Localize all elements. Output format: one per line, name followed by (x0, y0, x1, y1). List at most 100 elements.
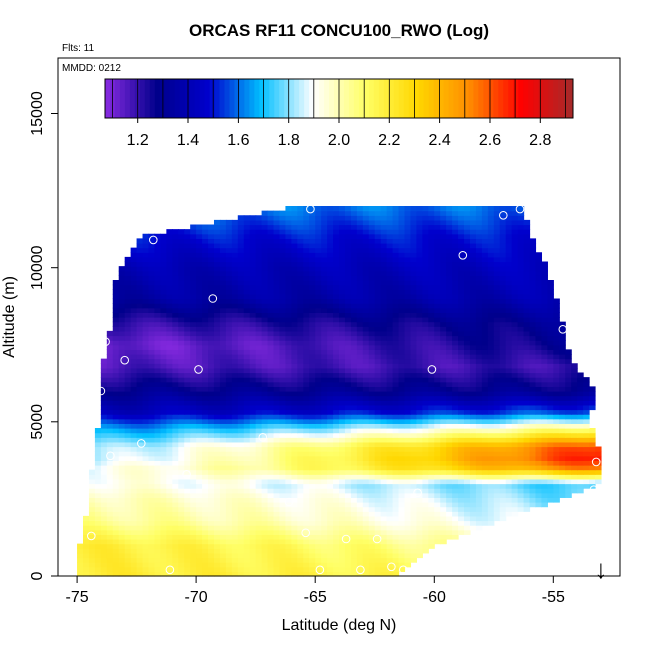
heatmap-cell (398, 317, 406, 323)
heatmap-cell (386, 275, 394, 281)
heatmap-cell (327, 354, 334, 360)
heatmap-cell (541, 423, 548, 429)
heatmap-cell (219, 548, 227, 554)
heatmap-cell (410, 284, 417, 290)
heatmap-cell (315, 270, 322, 276)
heatmap-cell (416, 404, 423, 411)
heatmap-cell (178, 409, 185, 415)
heatmap-cell (416, 321, 423, 327)
heatmap-cell (434, 497, 441, 503)
heatmap-cell (225, 307, 233, 313)
heatmap-cell (327, 386, 334, 392)
heatmap-cell (231, 529, 239, 535)
heatmap-cell (303, 552, 310, 559)
heatmap-cell (589, 474, 596, 480)
heatmap-cell (356, 548, 364, 554)
heatmap-cell (297, 428, 304, 434)
heatmap-cell (464, 437, 471, 443)
heatmap-cell (255, 321, 263, 327)
heatmap-cell (416, 432, 423, 438)
heatmap-cell (315, 340, 322, 346)
heatmap-cell (285, 312, 292, 318)
heatmap-cell (273, 548, 281, 554)
heatmap-cell (571, 437, 578, 443)
heatmap-cell (112, 520, 120, 526)
heatmap-cell (237, 400, 245, 406)
heatmap-cell (309, 552, 316, 559)
heatmap-cell (547, 377, 554, 383)
heatmap-cell (315, 367, 322, 374)
heatmap-cell (529, 372, 537, 378)
heatmap-cell (225, 280, 233, 286)
heatmap-cell (487, 335, 495, 341)
heatmap-cell (523, 391, 531, 397)
heatmap-cell (285, 354, 292, 360)
heatmap-cell (452, 275, 459, 281)
heatmap-cell (517, 377, 525, 383)
heatmap-cell (142, 543, 150, 549)
heatmap-cell (172, 354, 179, 360)
heatmap-cell (190, 367, 197, 374)
heatmap-cell (452, 330, 459, 337)
heatmap-cell (428, 515, 435, 522)
heatmap-cell (511, 358, 519, 364)
heatmap-cell (136, 335, 144, 341)
heatmap-cell (517, 280, 525, 286)
heatmap-cell (428, 275, 435, 281)
heatmap-cell (404, 465, 412, 471)
heatmap-cell (541, 483, 548, 489)
heatmap-cell (106, 478, 114, 485)
heatmap-cell (499, 349, 507, 355)
heatmap-cell (469, 478, 477, 485)
heatmap-cell (112, 404, 120, 411)
heatmap-cell (380, 303, 388, 309)
heatmap-cell (398, 377, 406, 383)
heatmap-cell (487, 515, 495, 522)
heatmap-cell (231, 520, 239, 526)
heatmap-cell (499, 340, 507, 346)
heatmap-cell (404, 349, 412, 355)
heatmap-cell (452, 381, 459, 387)
heatmap-cell (428, 386, 435, 392)
heatmap-cell (327, 270, 334, 276)
heatmap-cell (130, 534, 138, 540)
heatmap-cell (124, 349, 132, 355)
heatmap-cell (481, 492, 489, 498)
heatmap-cell (386, 335, 394, 341)
heatmap-cell (493, 502, 501, 508)
heatmap-cell (130, 492, 138, 498)
heatmap-cell (154, 307, 161, 313)
heatmap-cell (356, 428, 364, 434)
heatmap-cell (535, 428, 543, 434)
heatmap-cell (130, 303, 138, 309)
heatmap-cell (142, 335, 150, 341)
heatmap-cell (136, 280, 144, 286)
heatmap-cell (255, 395, 263, 401)
heatmap-cell (493, 423, 501, 429)
heatmap-cell (94, 455, 102, 461)
heatmap-cell (583, 423, 590, 429)
heatmap-cell (112, 488, 120, 494)
heatmap-cell (529, 414, 537, 420)
heatmap-cell (511, 474, 519, 480)
heatmap-cell (249, 404, 257, 411)
heatmap-cell (118, 280, 126, 286)
heatmap-cell (333, 354, 340, 360)
heatmap-cell (291, 330, 298, 337)
heatmap-cell (243, 340, 251, 346)
heatmap-cell (166, 502, 173, 508)
heatmap-cell (333, 566, 340, 572)
heatmap-cell (202, 400, 209, 406)
heatmap-cell (285, 395, 292, 401)
heatmap-cell (452, 451, 459, 457)
heatmap-cell (172, 358, 179, 364)
heatmap-cell (589, 478, 596, 485)
heatmap-cell (112, 312, 120, 318)
heatmap-cell (529, 284, 537, 290)
heatmap-cell (88, 515, 96, 522)
heatmap-cell (112, 474, 120, 480)
heatmap-cell (440, 303, 447, 309)
heatmap-cell (350, 409, 358, 415)
heatmap-cell (112, 548, 120, 554)
heatmap-cell (458, 446, 465, 452)
